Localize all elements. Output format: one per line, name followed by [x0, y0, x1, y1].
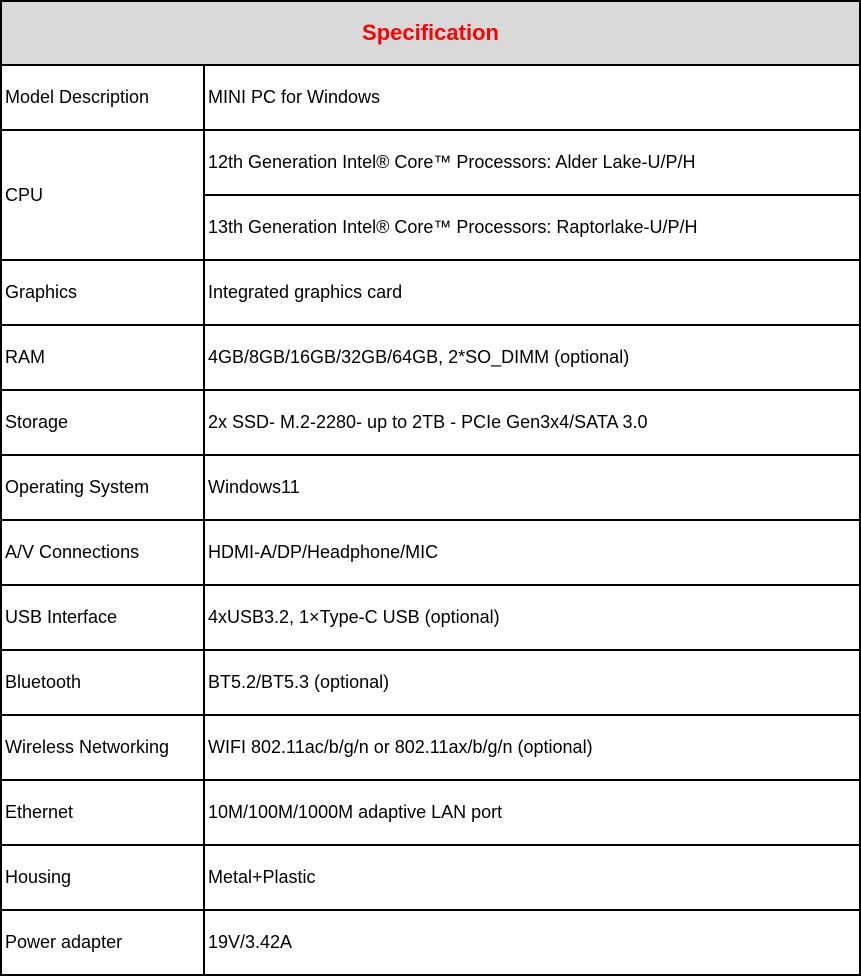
spec-value: 2x SSD- M.2-2280- up to 2TB - PCIe Gen3x… — [208, 412, 648, 432]
spec-value: 4xUSB3.2, 1×Type-C USB (optional) — [208, 607, 500, 627]
border-line — [0, 259, 861, 261]
spec-label: RAM — [5, 347, 45, 367]
border-line — [0, 909, 861, 911]
border-line — [0, 844, 861, 846]
spec-value: 13th Generation Intel® Core™ Processors:… — [208, 217, 698, 237]
spec-label: Graphics — [5, 282, 78, 302]
border-line — [0, 0, 2, 976]
border-line — [0, 714, 861, 716]
spec-label: Model Description — [5, 87, 150, 107]
border-line — [0, 454, 861, 456]
spec-value: WIFI 802.11ac/b/g/n or 802.11ax/b/g/n (o… — [208, 737, 593, 757]
spec-table-header: Specification — [0, 0, 861, 65]
column-divider — [203, 65, 205, 975]
spec-label: CPU — [5, 184, 44, 205]
spec-label: Storage — [5, 412, 69, 432]
border-line — [0, 324, 861, 326]
spec-value: MINI PC for Windows — [208, 87, 381, 107]
spec-label: Housing — [5, 867, 72, 887]
spec-label: Power adapter — [5, 932, 123, 952]
spec-label: Operating System — [5, 477, 150, 497]
spec-label: USB Interface — [5, 607, 118, 627]
border-line — [0, 779, 861, 781]
spec-title: Specification — [362, 19, 499, 45]
spec-value: 19V/3.42A — [208, 932, 293, 952]
spec-value: Windows11 — [208, 477, 300, 497]
spec-value: Metal+Plastic — [208, 867, 316, 887]
border-line — [204, 194, 861, 196]
border-line — [0, 0, 861, 2]
border-line — [0, 974, 861, 976]
spec-value: 12th Generation Intel® Core™ Processors:… — [208, 152, 696, 172]
spec-value: HDMI-A/DP/Headphone/MIC — [208, 542, 439, 562]
spec-value: Integrated graphics card — [208, 282, 403, 302]
spec-label: Ethernet — [5, 802, 74, 822]
border-line — [0, 389, 861, 391]
spec-label: Wireless Networking — [5, 737, 170, 757]
border-line — [859, 0, 861, 976]
spec-value: BT5.2/BT5.3 (optional) — [208, 672, 390, 692]
border-line — [0, 519, 861, 521]
spec-value: 4GB/8GB/16GB/32GB/64GB, 2*SO_DIMM (optio… — [208, 347, 630, 367]
border-line — [0, 64, 861, 66]
spec-label: Bluetooth — [5, 672, 82, 692]
border-line — [0, 649, 861, 651]
spec-label: A/V Connections — [5, 542, 140, 562]
border-line — [0, 129, 861, 131]
border-line — [0, 584, 861, 586]
spec-value: 10M/100M/1000M adaptive LAN port — [208, 802, 503, 822]
